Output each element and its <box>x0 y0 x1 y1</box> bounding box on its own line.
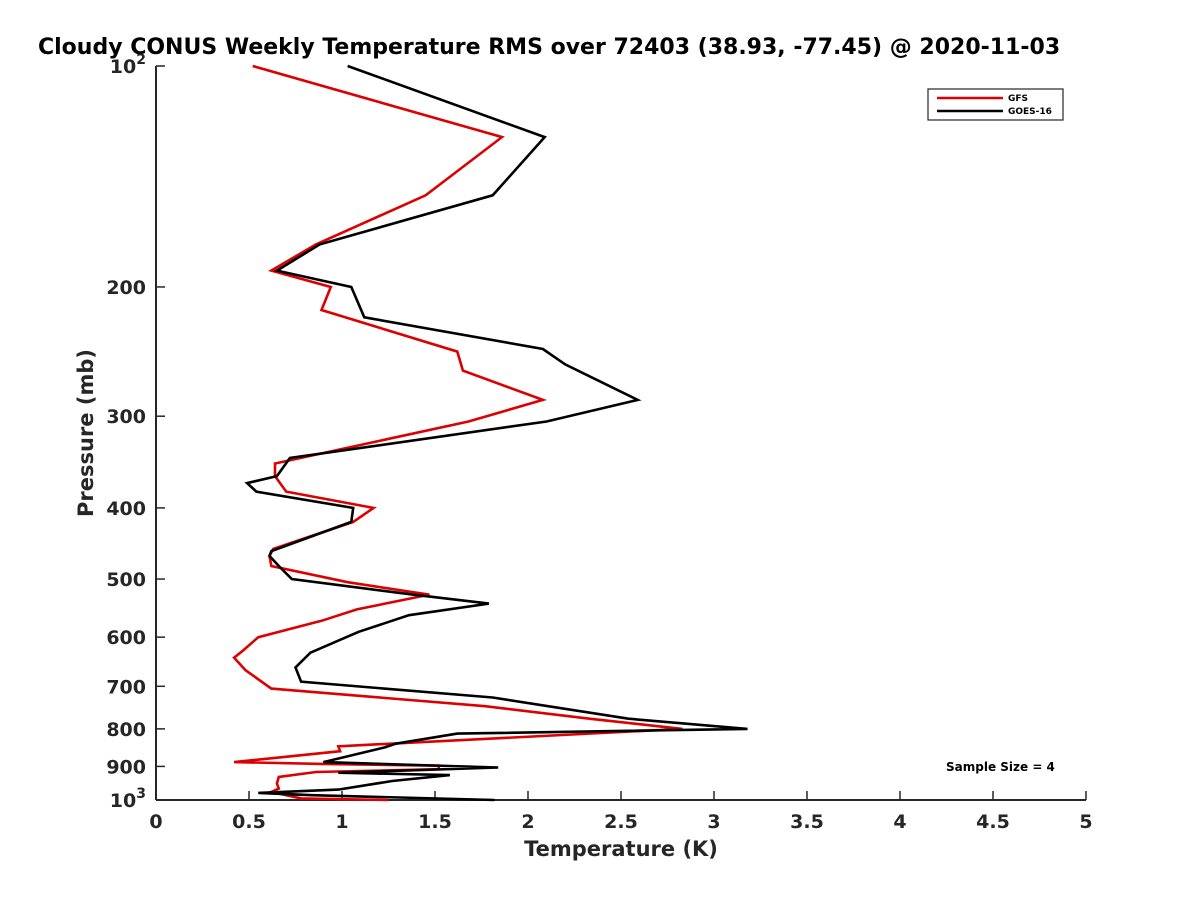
x-axis-label: Temperature (K) <box>524 837 718 861</box>
x-ticks: 0 0.5 1 1.5 2 2.5 3 3.5 4 4.5 5 <box>149 791 1093 833</box>
x-tick-label: 0 <box>149 811 162 833</box>
legend: GFS GOES-16 <box>927 88 1064 121</box>
y-tick-label: 400 <box>106 498 146 520</box>
x-tick-label: 1 <box>335 811 348 833</box>
legend-box <box>927 88 1064 121</box>
y-ticks: 102 200 300 400 500 600 700 800 900 103 <box>106 52 165 812</box>
x-tick-label: 2.5 <box>604 811 638 833</box>
chart-title: Cloudy CONUS Weekly Temperature RMS over… <box>38 35 1060 60</box>
sample-size-annotation: Sample Size = 4 <box>946 760 1055 774</box>
y-tick-label: 800 <box>106 719 146 741</box>
y-tick-label: 500 <box>106 569 146 591</box>
y-tick-label: 102 <box>110 52 146 78</box>
x-tick-label: 3.5 <box>790 811 824 833</box>
x-tick-label: 5 <box>1079 811 1092 833</box>
y-tick-label: 700 <box>106 676 146 698</box>
x-tick-label: 1.5 <box>418 811 452 833</box>
plot-area: 0 0.5 1 1.5 2 2.5 3 3.5 4 4.5 5 102 200 300 400 500 600… <box>106 52 1092 833</box>
series-line-goes16 <box>244 64 748 802</box>
x-tick-label: 2 <box>521 811 534 833</box>
y-tick-label: 600 <box>106 627 146 649</box>
x-tick-label: 3 <box>707 811 720 833</box>
x-tick-label: 0.5 <box>232 811 266 833</box>
y-tick-label: 900 <box>106 756 146 778</box>
legend-label-gfs: GFS <box>1008 94 1028 104</box>
series-line-gfs <box>232 64 683 802</box>
x-tick-label: 4 <box>893 811 906 833</box>
y-tick-label: 200 <box>106 277 146 299</box>
x-tick-label: 4.5 <box>976 811 1010 833</box>
y-tick-label: 300 <box>106 406 146 428</box>
legend-label-goes16: GOES-16 <box>1008 107 1052 117</box>
y-axis-label: Pressure (mb) <box>74 349 98 517</box>
series-lines <box>232 64 748 802</box>
y-tick-label: 103 <box>110 786 146 812</box>
